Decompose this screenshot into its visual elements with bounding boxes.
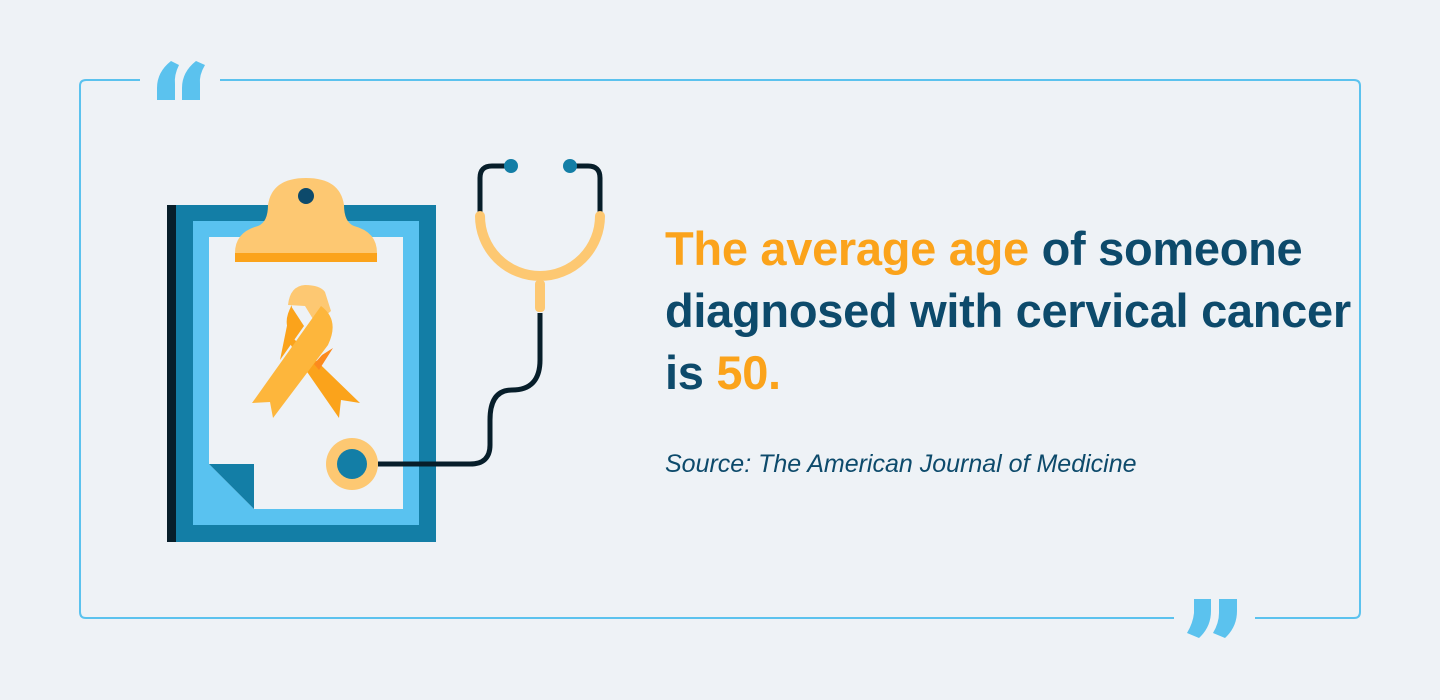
close-quote-icon <box>1187 599 1237 638</box>
quote-middle: of someone diagnosed with cervical cance… <box>665 222 1351 399</box>
stethoscope-icon <box>326 159 605 490</box>
quote-highlight-start: The average age <box>665 222 1029 275</box>
quote-text: The average age of someone diagnosed wit… <box>665 218 1365 404</box>
source-citation: Source: The American Journal of Medicine <box>665 450 1137 478</box>
open-quote-icon <box>157 61 205 100</box>
quote-frame <box>79 79 1361 619</box>
awareness-ribbon-icon <box>252 285 360 418</box>
quote-highlight-end: 50. <box>716 346 781 399</box>
